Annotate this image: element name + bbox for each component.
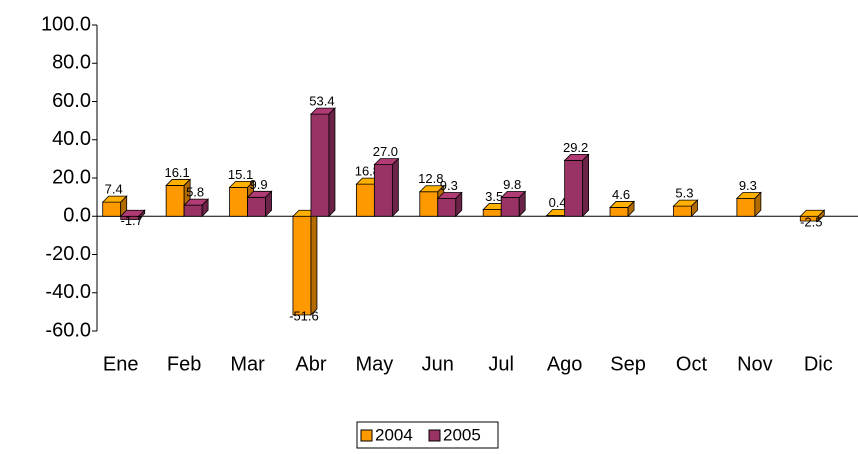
bar-front bbox=[247, 196, 266, 217]
bar-front bbox=[373, 164, 393, 217]
bar-front bbox=[500, 197, 520, 217]
x-tick-label: May bbox=[355, 353, 393, 375]
value-label: 27.0 bbox=[373, 144, 398, 159]
y-tick-label: 0.0 bbox=[63, 205, 91, 227]
bar bbox=[373, 157, 400, 218]
bar-front bbox=[482, 209, 502, 217]
bar-side bbox=[518, 190, 526, 218]
bar bbox=[735, 191, 762, 218]
bar-front bbox=[310, 113, 330, 217]
bar-side bbox=[691, 199, 698, 218]
bar-side bbox=[627, 200, 635, 218]
y-tick-label: -60.0 bbox=[45, 319, 91, 341]
bar-side bbox=[201, 198, 209, 218]
value-label: 9.3 bbox=[440, 178, 458, 193]
bar-side bbox=[817, 209, 825, 222]
legend-swatch bbox=[360, 429, 373, 442]
value-label: 15.1 bbox=[228, 167, 253, 182]
value-label: 5.8 bbox=[186, 185, 204, 200]
value-label: -2.5 bbox=[800, 214, 822, 229]
legend-box bbox=[356, 421, 499, 449]
value-label: 53.4 bbox=[309, 94, 334, 109]
bar bbox=[672, 199, 699, 218]
bar-front bbox=[673, 205, 692, 217]
x-tick-label: Mar bbox=[230, 353, 265, 375]
value-label: 7.4 bbox=[105, 182, 123, 197]
x-tick-label: Ene bbox=[103, 353, 139, 375]
x-tick-label: Jul bbox=[488, 353, 514, 375]
value-label: 9.3 bbox=[739, 178, 757, 193]
y-tick-label: 80.0 bbox=[52, 52, 91, 74]
bar-front bbox=[419, 191, 439, 217]
bar-front bbox=[437, 198, 457, 217]
y-tick-label: 40.0 bbox=[52, 128, 91, 150]
x-tick-label: Nov bbox=[737, 353, 773, 375]
value-label: -1.7 bbox=[121, 213, 143, 228]
x-tick-label: Dic bbox=[804, 353, 833, 375]
legend-swatch bbox=[428, 429, 441, 442]
value-label: 12.8 bbox=[418, 171, 443, 186]
bar-front bbox=[355, 183, 375, 217]
y-tick-label: -40.0 bbox=[45, 281, 91, 303]
value-label: 0.4 bbox=[549, 195, 567, 210]
bar-side bbox=[754, 191, 762, 218]
bar bbox=[246, 190, 273, 218]
legend-label: 2004 bbox=[375, 425, 413, 444]
y-tick-label: 20.0 bbox=[52, 166, 91, 188]
bar-front bbox=[102, 201, 122, 217]
bar bbox=[309, 107, 336, 218]
legend-label: 2005 bbox=[443, 425, 481, 444]
bar-front bbox=[229, 186, 248, 217]
value-label: 29.2 bbox=[563, 140, 588, 155]
bar-front bbox=[292, 215, 312, 316]
x-tick-label: Feb bbox=[167, 353, 201, 375]
bar-side bbox=[582, 153, 590, 218]
bar bbox=[500, 190, 527, 218]
bar bbox=[436, 191, 463, 218]
x-tick-label: Abr bbox=[295, 353, 326, 375]
x-tick-label: Ago bbox=[547, 353, 583, 375]
value-label: 4.6 bbox=[612, 187, 630, 202]
bar-side bbox=[138, 209, 146, 221]
bar-front bbox=[165, 185, 185, 217]
value-label: 9.9 bbox=[250, 177, 268, 192]
bar-side bbox=[265, 190, 272, 218]
bar bbox=[183, 198, 210, 218]
bar bbox=[609, 200, 636, 218]
bar-front bbox=[736, 198, 756, 217]
value-label: -51.6 bbox=[289, 308, 319, 323]
y-tick-label: -20.0 bbox=[45, 243, 91, 265]
bar bbox=[799, 209, 826, 222]
value-label: 9.8 bbox=[503, 177, 521, 192]
bar bbox=[119, 209, 146, 221]
y-tick-label: 100.0 bbox=[41, 13, 91, 35]
value-label: 16.8 bbox=[355, 164, 380, 179]
value-label: 5.3 bbox=[675, 186, 693, 201]
bar-side bbox=[391, 157, 399, 218]
value-label: 16.1 bbox=[164, 165, 189, 180]
x-tick-label: Oct bbox=[676, 353, 708, 375]
y-tick-label: 60.0 bbox=[52, 90, 91, 112]
bar-front bbox=[183, 204, 203, 217]
x-tick-label: Sep bbox=[610, 353, 646, 375]
bar-side bbox=[455, 191, 463, 218]
bar bbox=[563, 153, 590, 218]
value-label: 3.5 bbox=[485, 189, 503, 204]
bar bbox=[291, 209, 318, 316]
bar-front bbox=[564, 160, 584, 217]
bar-front bbox=[609, 207, 629, 217]
bar-side bbox=[328, 107, 336, 218]
bar-side bbox=[310, 209, 318, 316]
x-tick-label: Jun bbox=[422, 353, 454, 375]
